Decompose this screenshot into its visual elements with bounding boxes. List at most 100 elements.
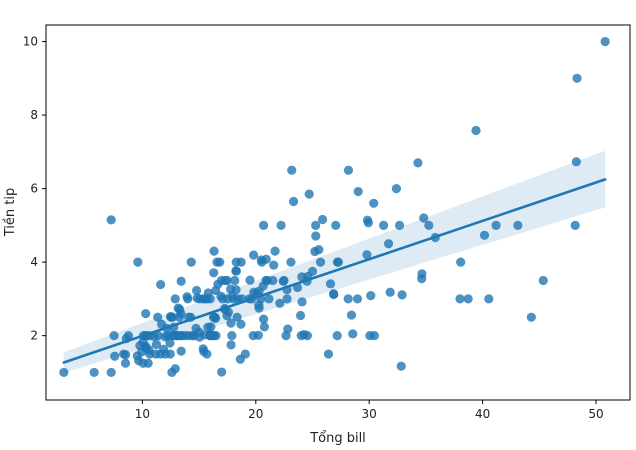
- x-tick-label: 30: [362, 407, 377, 421]
- data-point: [304, 189, 314, 199]
- x-tick-label: 40: [475, 407, 490, 421]
- data-point: [348, 329, 358, 339]
- data-point: [176, 308, 186, 318]
- data-point: [120, 358, 131, 368]
- data-point: [526, 312, 536, 322]
- data-point: [600, 36, 610, 47]
- data-point: [513, 220, 523, 230]
- data-point: [391, 184, 401, 194]
- data-point: [143, 358, 153, 368]
- data-point: [253, 330, 263, 340]
- data-point: [259, 322, 270, 332]
- data-point: [366, 290, 376, 301]
- data-points-layer: [59, 36, 610, 378]
- data-point: [106, 367, 116, 378]
- data-point: [288, 196, 299, 207]
- data-point: [385, 287, 395, 297]
- data-point: [259, 314, 269, 324]
- data-point: [311, 220, 321, 230]
- data-point: [279, 275, 289, 286]
- data-point: [110, 351, 120, 361]
- data-point: [369, 331, 380, 341]
- data-point: [413, 158, 423, 168]
- data-point: [394, 220, 405, 230]
- data-point: [206, 322, 216, 332]
- x-tick-label: 10: [135, 407, 150, 421]
- data-point: [170, 364, 180, 374]
- data-point: [346, 310, 357, 320]
- data-point: [191, 285, 202, 296]
- data-point: [325, 279, 336, 289]
- data-point: [261, 254, 271, 264]
- x-tick-label: 50: [588, 407, 603, 421]
- data-point: [362, 250, 372, 260]
- data-point: [210, 313, 221, 323]
- data-point: [287, 165, 297, 175]
- data-point: [343, 165, 354, 175]
- data-point: [205, 294, 215, 304]
- data-point: [231, 285, 241, 295]
- data-point: [226, 340, 236, 350]
- data-point: [153, 312, 163, 322]
- data-point: [121, 350, 131, 360]
- data-point: [209, 246, 219, 256]
- x-axis-label: Tổng bill: [309, 431, 366, 446]
- data-point: [369, 198, 379, 208]
- data-point: [270, 246, 280, 256]
- regression-line-layer: [62, 178, 607, 364]
- data-point: [333, 257, 343, 267]
- data-point: [264, 294, 274, 304]
- data-point: [275, 298, 285, 308]
- data-point: [89, 367, 99, 378]
- data-point: [332, 331, 342, 341]
- data-point: [141, 309, 151, 319]
- data-point: [417, 269, 427, 279]
- y-tick-label: 2: [30, 329, 38, 343]
- data-point: [254, 303, 264, 313]
- data-point: [133, 257, 143, 267]
- data-point: [282, 294, 292, 304]
- x-tick-label: 20: [248, 407, 263, 421]
- data-point: [383, 239, 394, 249]
- data-point: [363, 218, 373, 228]
- data-point: [186, 257, 196, 267]
- y-tick-label: 10: [23, 35, 38, 49]
- data-point: [165, 349, 175, 359]
- y-tick-label: 8: [30, 108, 38, 122]
- data-point: [456, 257, 466, 267]
- data-point: [286, 257, 296, 267]
- data-point: [323, 349, 334, 359]
- data-point: [245, 275, 255, 285]
- data-point: [151, 339, 162, 350]
- data-point: [463, 294, 473, 304]
- data-point: [352, 294, 363, 304]
- data-point: [156, 279, 166, 290]
- data-point: [538, 275, 548, 286]
- data-point: [176, 276, 186, 286]
- data-point: [153, 331, 163, 341]
- data-point: [249, 250, 259, 260]
- data-point: [419, 213, 429, 223]
- data-point: [226, 318, 236, 328]
- data-point: [106, 215, 116, 225]
- plot-frame: [45, 24, 631, 401]
- y-axis-ticks: 2 4 6 8 10: [23, 35, 46, 343]
- data-point: [471, 125, 481, 136]
- y-tick-label: 4: [30, 255, 38, 269]
- data-point: [269, 260, 279, 270]
- y-axis-label: Tiền tip: [3, 188, 18, 237]
- x-axis-ticks: 10 20 30 40 50: [135, 400, 604, 421]
- data-point: [211, 331, 221, 341]
- data-point: [268, 275, 278, 286]
- data-point: [223, 307, 234, 317]
- data-point: [479, 230, 490, 240]
- data-point: [484, 294, 494, 304]
- data-point: [59, 367, 69, 378]
- data-point: [571, 157, 581, 167]
- data-point: [343, 294, 353, 304]
- data-point: [167, 312, 178, 322]
- data-point: [217, 367, 227, 377]
- data-point: [329, 289, 339, 300]
- data-point: [315, 257, 326, 267]
